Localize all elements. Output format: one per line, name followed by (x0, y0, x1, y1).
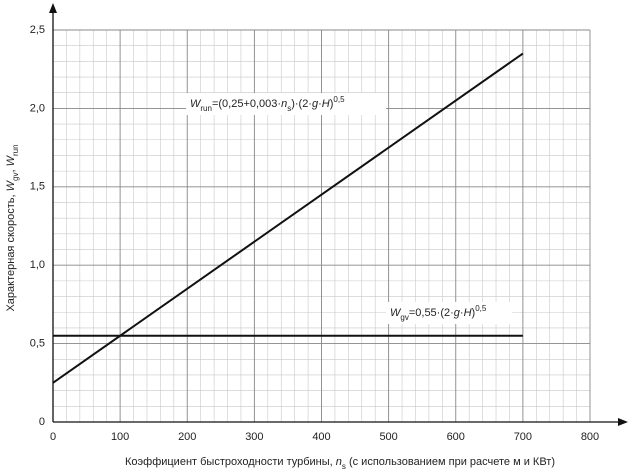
label-part: gv (11, 173, 20, 181)
label-part: · (460, 307, 464, 319)
annotation-bg (186, 93, 386, 115)
label-part: 0,5 (333, 95, 345, 104)
x-axis-arrow (618, 418, 628, 426)
annotation-text: Wrun=(0,25+0,003·ns)·(2·g·H)0,5 (190, 95, 345, 113)
x-tick-label: 0 (50, 431, 56, 443)
series-line (52, 52, 524, 384)
y-tick-label: 1,0 (30, 259, 45, 271)
label-part: W (5, 154, 17, 166)
x-tick-label: 200 (178, 431, 196, 443)
label-part: 0,5 (475, 304, 487, 313)
x-tick-label: 300 (245, 431, 263, 443)
annotation-text: Wgv=0,55·(2·g·H)0,5 (390, 304, 487, 322)
label-part: =(0,25+0,003· (212, 98, 281, 110)
label-part: W (390, 307, 402, 319)
label-part: (с использованием при расчете м и КВт) (346, 456, 555, 468)
label-part: g (312, 98, 319, 110)
label-part: )·(2· (291, 98, 312, 110)
annotation: Wrun=(0,25+0,003·ns)·(2·g·H)0,5 (186, 93, 386, 115)
label-part: s (342, 462, 346, 471)
y-tick-label: 0,5 (30, 338, 45, 350)
x-tick-label: 700 (514, 431, 532, 443)
annotation-bg (386, 302, 512, 324)
label-part: H (464, 307, 472, 319)
label-part: Коэффициент быстроходности турбины, (125, 456, 336, 468)
x-tick-label: 600 (447, 431, 465, 443)
y-tick-label: 1,5 (30, 181, 45, 193)
label-part: =0,55·(2· (409, 307, 454, 319)
y-tick-label: 2,0 (30, 102, 45, 114)
label-part: Характерная скорость, (5, 191, 17, 311)
label-part: ) (330, 98, 334, 110)
x-tick-label: 400 (312, 431, 330, 443)
plot (52, 52, 524, 384)
label-part: H (322, 98, 330, 110)
label-part: W (190, 98, 202, 110)
y-axis-arrow (49, 3, 57, 13)
y-axis-title: Характерная скорость, Wgv, Wrun (5, 144, 20, 311)
y-tick-label: 0 (39, 416, 45, 428)
label-part: n (281, 98, 287, 110)
x-tick-label: 500 (379, 431, 397, 443)
annotation: Wgv=0,55·(2·g·H)0,5 (386, 302, 512, 324)
x-tick-label: 100 (111, 431, 129, 443)
label-part: , (5, 166, 17, 172)
label-part: run (200, 104, 212, 113)
label-part: ) (472, 307, 476, 319)
label-part: g (454, 307, 461, 319)
x-axis-title: Коэффициент быстроходности турбины, ns (… (125, 456, 555, 471)
label-part: run (11, 144, 20, 156)
x-tick-label: 800 (581, 431, 599, 443)
grid (52, 29, 591, 423)
label-part: · (318, 98, 322, 110)
label-part: W (5, 179, 17, 191)
y-tick-label: 2,5 (30, 24, 45, 36)
label-part: s (287, 104, 291, 113)
label-part: gv (400, 313, 408, 322)
label-part: n (336, 456, 342, 468)
